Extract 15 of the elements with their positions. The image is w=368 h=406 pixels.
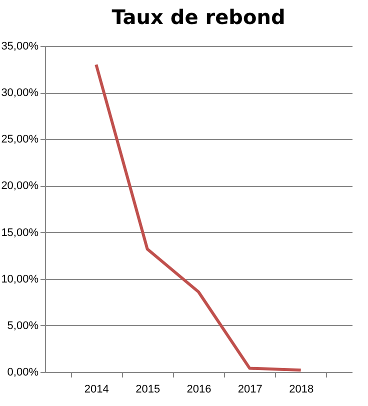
y-tick-label: 10,00%	[1, 273, 39, 286]
x-tick-label: 2017	[238, 384, 262, 396]
y-tick-label: 5,00%	[7, 320, 39, 332]
line-series	[94, 63, 302, 372]
chart-title: Taux de rebond	[112, 5, 286, 29]
y-tick-label: 0,00%	[7, 366, 39, 378]
x-tick-label: 2016	[186, 384, 212, 396]
y-tick-label: 15,00%	[1, 226, 39, 239]
x-tick-label: 2014	[84, 384, 109, 396]
y-tick-label: 25,00%	[1, 134, 39, 146]
y-tick-label: 20,00%	[1, 180, 39, 192]
y-tick-label: 35,00%	[1, 40, 39, 52]
y-tick-label: 30,00%	[1, 87, 39, 100]
x-tick-label: 2018	[289, 384, 314, 396]
x-tick-label: 2015	[136, 384, 160, 396]
